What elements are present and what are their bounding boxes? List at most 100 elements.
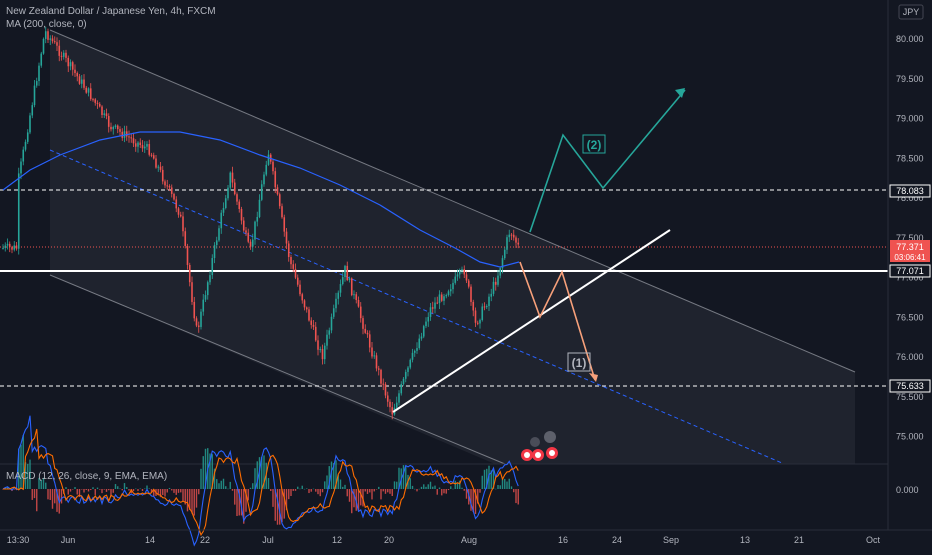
candle [92,99,94,101]
macd-histogram-bar [292,489,294,491]
candle [238,201,241,210]
macd-histogram-bar [351,489,353,514]
macd-histogram-bar [200,468,202,489]
candle [58,45,61,56]
macd-histogram-bar [299,488,301,490]
macd-histogram-bar [6,486,9,489]
macd-histogram-bar [249,487,252,489]
macd-histogram-bar [366,489,369,494]
macd-histogram-bar [483,469,486,489]
candle [53,41,56,43]
price-axis[interactable]: 80.000 79.500 79.000 78.500 78.000 77.500 77.0… [896,34,924,442]
macd-histogram-bar [481,475,483,489]
tag-support: 75.633 [896,381,924,391]
macd-histogram-bar [506,481,508,489]
ma-200-line[interactable] [2,131,520,268]
macd-histogram-bar [195,489,198,508]
macd-histogram-bar [42,477,45,489]
candle [179,214,182,217]
candle [195,318,198,326]
macd-histogram-bar [144,488,146,490]
macd-histogram-bar [436,489,438,495]
candle [409,359,412,368]
channel-upper-line[interactable] [49,29,856,373]
macd-histogram-bar [117,486,119,489]
candle [67,57,70,67]
macd-histogram-bar [78,489,81,498]
dividend-icon[interactable] [544,431,556,443]
candle [431,307,434,309]
projection-bullish-arrowhead [675,88,685,98]
macd-histogram-bar [393,481,396,489]
ma-legend: MA (200, close, 0) [6,19,87,30]
price-tick-label: 76.500 [896,312,924,322]
candle [348,278,351,281]
macd-histogram-bar [137,489,139,492]
macd-histogram-bar [357,489,360,511]
candle [438,294,441,304]
macd-histogram-bar [186,489,189,512]
candle [355,294,358,300]
candle [49,38,52,40]
candle [209,275,211,283]
candle [101,106,103,115]
time-tick-label: 13 [740,535,750,545]
macd-histogram-bar [348,489,351,502]
macd-histogram-bar [105,489,108,492]
candle [449,289,452,292]
candle [83,79,85,88]
candle [40,53,43,66]
candle [508,234,511,238]
macd-histogram-bar [420,486,423,489]
candle [11,247,13,250]
macd-histogram-bar [335,460,337,489]
candle [152,155,155,159]
candle [456,274,459,277]
macd-legend: MACD (12, 26, close, 9, EMA, EMA) [6,471,167,482]
candle [494,281,497,285]
macd-histogram-bar [315,489,317,492]
macd-histogram-bar [193,489,195,516]
candle [443,296,445,301]
signal-line[interactable] [3,428,519,537]
currency-badge[interactable] [898,4,924,20]
macd-histogram-bar [256,461,258,489]
candle [283,217,286,232]
channel-lower-line[interactable] [49,274,506,465]
candle [148,144,151,155]
candle [368,334,371,348]
macd-histogram-bar [312,488,315,490]
macd-histogram-bar [31,489,33,500]
macd-histogram-bar [96,487,99,489]
macd-histogram-bar [447,489,450,491]
candle [182,216,184,232]
candle [24,141,27,150]
macd-histogram-bar [234,489,236,505]
time-axis[interactable]: 13:30 Jun 14 22 Jul 12 20 Aug 16 24 Sep 13 21 Oct [7,535,881,545]
macd-histogram-bar [330,461,333,489]
candle [166,185,169,187]
time-tick-label: Sep [663,535,679,545]
time-tick-label: 24 [612,535,622,545]
candle [337,292,340,299]
macd-histogram-bar [497,485,499,489]
candle [317,340,319,350]
candle [6,243,9,246]
candle [202,299,205,312]
candle [382,383,385,385]
event-icon-secondary[interactable] [530,437,540,447]
projection-bearish[interactable] [519,261,596,381]
candle [173,193,175,200]
macd-histogram-bar [168,487,171,489]
event-icons[interactable] [521,431,558,461]
macd-histogram-bar [216,479,218,489]
macd-line[interactable] [2,415,519,547]
tag-res-mid-bg [889,264,931,278]
candle [445,295,448,297]
time-tick-label: 16 [558,535,568,545]
ascending-trendline[interactable] [392,229,671,413]
candle [128,136,130,138]
projection-bullish[interactable] [529,89,686,233]
